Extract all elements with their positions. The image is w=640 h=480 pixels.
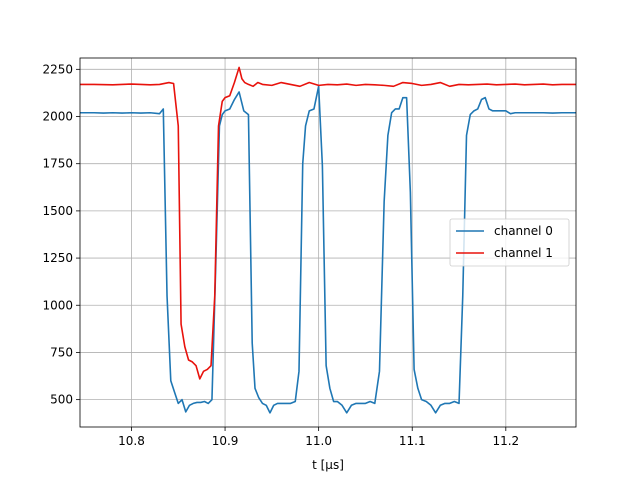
x-axis-label: t [μs]	[312, 458, 344, 472]
y-tick-label: 2000	[42, 110, 73, 124]
grid	[80, 58, 576, 427]
series-line-channel-0	[80, 85, 576, 414]
x-tick-label: 11.2	[492, 434, 519, 448]
legend-label-channel-1: channel 1	[494, 246, 553, 260]
y-tick-label: 1250	[42, 251, 73, 265]
series-lines	[80, 66, 576, 414]
plot-frame	[79, 57, 577, 428]
x-tick-label: 11.1	[399, 434, 426, 448]
legend: channel 0 channel 1	[449, 218, 570, 267]
y-tick-label: 1500	[42, 204, 73, 218]
y-axis: 500 750 1000 1250 1500 1750 2000 2250	[42, 62, 80, 407]
y-tick-label: 750	[50, 345, 73, 359]
x-axis: 10.8 10.9 11.0 11.1 11.2	[118, 427, 519, 448]
y-tick-label: 2250	[42, 62, 73, 76]
series-line-channel-1	[80, 66, 576, 380]
y-tick-label: 500	[50, 393, 73, 407]
x-tick-label: 10.8	[118, 434, 145, 448]
y-tick-label: 1000	[42, 298, 73, 312]
y-tick-label: 1750	[42, 157, 73, 171]
x-tick-label: 10.9	[212, 434, 239, 448]
legend-label-channel-0: channel 0	[494, 224, 553, 238]
x-tick-label: 11.0	[305, 434, 332, 448]
